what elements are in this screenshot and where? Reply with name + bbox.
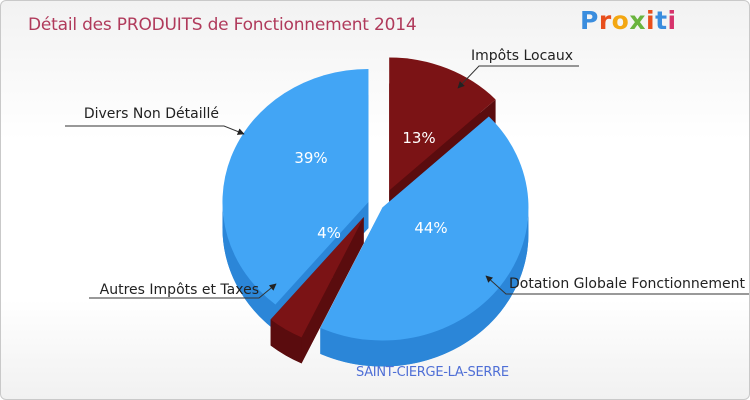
brand-letter: r [598, 6, 612, 35]
brand-letter: i [646, 6, 656, 35]
pie-slice[interactable] [222, 68, 369, 305]
commune-name: SAINT-CIERGE-LA-SERRE [356, 365, 509, 380]
callout-leader-line [65, 125, 245, 135]
brand-letter: x [629, 6, 646, 35]
callout-leader-line [485, 275, 749, 295]
pie-slice-side [320, 207, 529, 367]
brand-letter: o [611, 6, 630, 35]
pie-slice-side [270, 319, 302, 364]
pie-slice[interactable] [389, 57, 496, 191]
slice-percent-label: 44% [414, 219, 447, 237]
slice-percent-label: 4% [317, 224, 341, 242]
slice-category-label: Autres Impôts et Taxes [100, 282, 259, 298]
slice-percent-label: 13% [402, 129, 435, 147]
callout-leader-line [89, 283, 277, 299]
pie-slice[interactable] [270, 217, 364, 338]
brand-letter: P [580, 6, 599, 35]
slice-category-label: Impôts Locaux [471, 48, 573, 64]
pie-slice-side [222, 201, 276, 331]
brand-letter: t [655, 6, 668, 35]
slice-category-label: Divers Non Détaillé [84, 106, 219, 122]
pie-slice[interactable] [320, 116, 529, 341]
chart-title: Détail des PRODUITS de Fonctionnement 20… [28, 15, 417, 35]
slice-percent-label: 39% [294, 149, 327, 167]
brand-logo: Proxiti [580, 6, 677, 35]
brand-letter: i [667, 6, 677, 35]
slice-category-label: Dotation Globale Fonctionnement [509, 276, 746, 292]
callout-leader-line [457, 65, 579, 89]
